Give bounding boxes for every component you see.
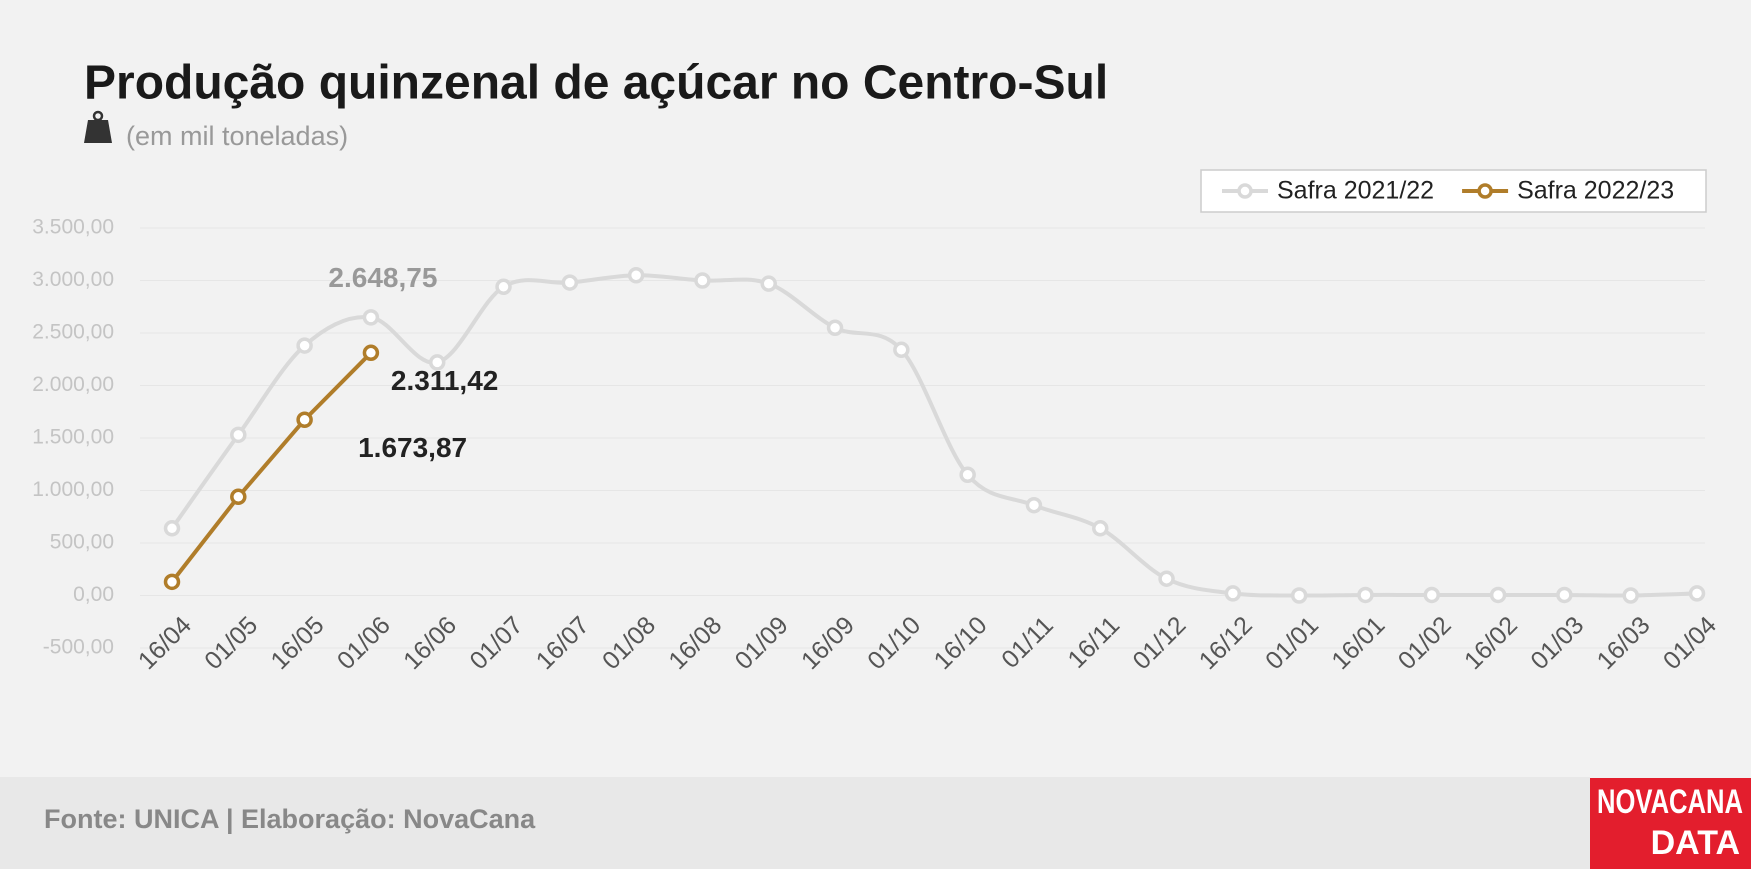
x-tick-label: 16/07: [531, 611, 595, 675]
x-tick-label: 01/12: [1127, 611, 1191, 675]
point: [1423, 586, 1441, 604]
legend-marker: [1477, 183, 1493, 199]
data-label: 2.648,75: [328, 262, 437, 293]
point: [826, 319, 844, 336]
x-tick-label: 16/11: [1062, 611, 1125, 674]
point: [1357, 586, 1374, 604]
point: [959, 466, 976, 483]
point: [495, 278, 512, 296]
x-tick-label: 01/06: [332, 611, 396, 675]
point: [296, 337, 313, 354]
weight-icon: [84, 110, 112, 143]
x-tick-label: 01/09: [730, 611, 794, 675]
logo-text: NOVACANA: [1597, 783, 1743, 821]
point: [1224, 585, 1242, 602]
footer: [0, 777, 1590, 869]
x-tick-label: 16/08: [663, 611, 727, 675]
point: [230, 426, 247, 444]
x-tick-label: 01/02: [1393, 611, 1457, 675]
legend-label: Safra 2021/22: [1277, 177, 1434, 205]
x-tick-label: 16/10: [929, 611, 993, 675]
point: [296, 411, 313, 428]
point: [362, 309, 380, 326]
y-tick-label: 3.500,00: [32, 216, 114, 239]
data-label: 1.673,87: [358, 432, 467, 463]
point: [1688, 585, 1706, 602]
y-tick-label: 1.000,00: [32, 478, 114, 501]
point: [1025, 496, 1043, 514]
point: [163, 520, 181, 537]
x-tick-label: 16/05: [265, 611, 329, 675]
series-line: [170, 351, 373, 584]
x-tick-label: 01/11: [996, 611, 1059, 674]
point: [627, 267, 645, 284]
legend-label: Safra 2022/23: [1517, 177, 1674, 205]
y-tick-label: 2.500,00: [32, 321, 114, 344]
x-tick-label: 16/09: [796, 611, 860, 675]
point: [694, 272, 711, 289]
legend-box: [1200, 169, 1707, 213]
point: [1556, 586, 1573, 604]
point: [163, 573, 181, 591]
y-tick-label: 0,00: [73, 583, 114, 606]
point: [428, 354, 446, 371]
x-tick-label: 16/04: [133, 611, 197, 675]
point: [893, 341, 910, 359]
x-tick-label: 01/05: [199, 611, 263, 675]
x-tick-label: 01/10: [862, 611, 926, 675]
point: [760, 275, 777, 292]
point: [1290, 587, 1308, 604]
x-tick-label: 16/06: [398, 611, 462, 675]
point: [561, 274, 579, 291]
legend-marker: [1237, 183, 1253, 199]
y-tick-label: 500,00: [50, 531, 114, 554]
logo: [1590, 778, 1751, 869]
x-tick-label: 16/01: [1326, 611, 1390, 675]
x-tick-label: 01/01: [1260, 611, 1324, 675]
chart-title: Produção quinzenal de açúcar no Centro-S…: [84, 57, 1108, 110]
x-tick-label: 01/03: [1525, 611, 1589, 675]
point: [362, 344, 380, 362]
point: [230, 488, 247, 506]
point: [1092, 520, 1109, 537]
chart-subtitle: (em mil toneladas): [126, 121, 348, 151]
y-tick-label: 3.000,00: [32, 268, 114, 291]
x-tick-label: 16/03: [1592, 611, 1656, 675]
x-tick-label: 01/04: [1658, 611, 1722, 675]
source: Fonte: UNICA | Elaboração: NovaCana: [44, 804, 536, 834]
logo-text: DATA: [1651, 824, 1740, 862]
x-tick-label: 01/08: [597, 611, 661, 675]
point: [1622, 587, 1639, 604]
y-tick-label: 1.500,00: [32, 426, 114, 449]
point: [1158, 570, 1175, 587]
y-tick-label: -500,00: [43, 636, 114, 659]
y-tick-label: 2.000,00: [32, 373, 114, 396]
x-tick-label: 16/12: [1194, 611, 1258, 675]
x-tick-label: 16/02: [1459, 611, 1523, 675]
x-tick-label: 01/07: [464, 611, 528, 675]
data-label: 2.311,42: [391, 365, 498, 396]
point: [1489, 586, 1507, 604]
